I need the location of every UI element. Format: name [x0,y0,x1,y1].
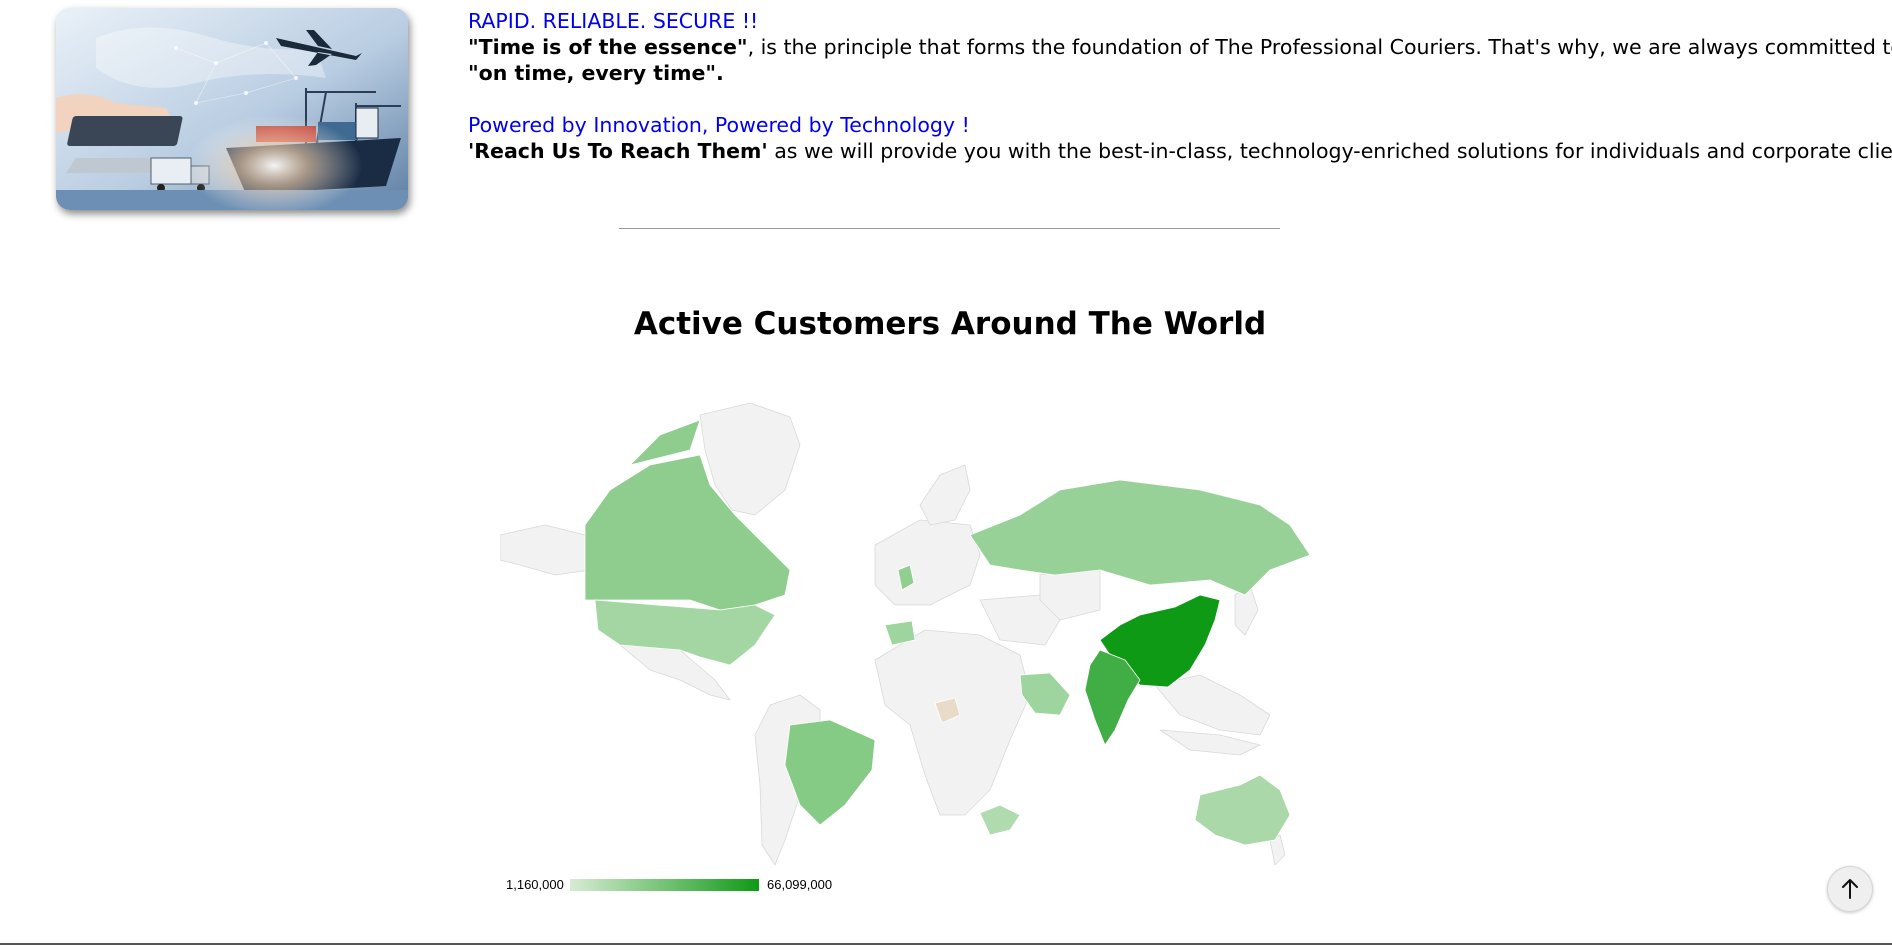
principle-text: , is the principle that forms the founda… [747,35,1892,59]
arrow-up-icon [1842,879,1858,899]
region-nigeria[interactable] [934,697,961,724]
region-india[interactable] [1084,649,1141,746]
region-mexico[interactable] [619,644,731,701]
region-europe[interactable] [874,519,981,606]
region-middle-east[interactable] [979,594,1061,646]
region-indonesia[interactable] [1159,729,1261,756]
region-saudi-arabia[interactable] [1019,672,1071,716]
reach-text: as we will provide you with the best-in-… [767,139,1892,163]
region-alaska[interactable] [499,524,591,576]
scroll-to-top-button[interactable] [1827,866,1873,912]
reach-line: 'Reach Us To Reach Them' as we will prov… [468,138,1892,164]
region-spain[interactable] [884,620,916,646]
principle-line-2: "on time, every time". [468,60,1892,86]
world-geo-chart[interactable] [499,395,1380,915]
region-scandinavia[interactable] [919,464,971,526]
region-china[interactable] [1099,594,1221,688]
region-russia[interactable] [969,479,1311,596]
region-canada[interactable] [629,419,701,466]
legend-max-label: 66,099,000 [767,877,833,892]
principle-quote: "Time is of the essence" [468,35,748,59]
legend-gradient-bar [570,879,759,891]
footer-edge [0,943,1892,945]
region-canada[interactable] [584,454,791,611]
region-south-africa[interactable] [979,804,1021,836]
region-se-asia[interactable] [1154,674,1271,736]
spacer [468,86,1892,112]
region-brazil[interactable] [784,719,876,826]
region-united-states[interactable] [594,599,776,666]
map-title: Active Customers Around The World [633,306,1267,342]
intro-text: RAPID. RELIABLE. SECURE !! "Time is of t… [468,8,1892,164]
innovation-heading: Powered by Innovation, Powered by Techno… [468,113,970,137]
world-map-svg[interactable] [499,395,1380,915]
principle-motto: "on time, every time". [468,61,724,85]
reach-quote: 'Reach Us To Reach Them' [468,139,768,163]
region-africa[interactable] [874,629,1031,816]
region-united-kingdom[interactable] [897,564,915,591]
principle-line-1: "Time is of the essence", is the princip… [468,34,1892,60]
legend-min-label: 1,160,000 [506,877,564,892]
region-greenland[interactable] [699,402,801,516]
region-australia[interactable] [1194,774,1291,846]
tagline: RAPID. RELIABLE. SECURE !! [468,9,759,33]
logistics-banner-image [56,8,408,210]
section-divider [619,228,1280,229]
